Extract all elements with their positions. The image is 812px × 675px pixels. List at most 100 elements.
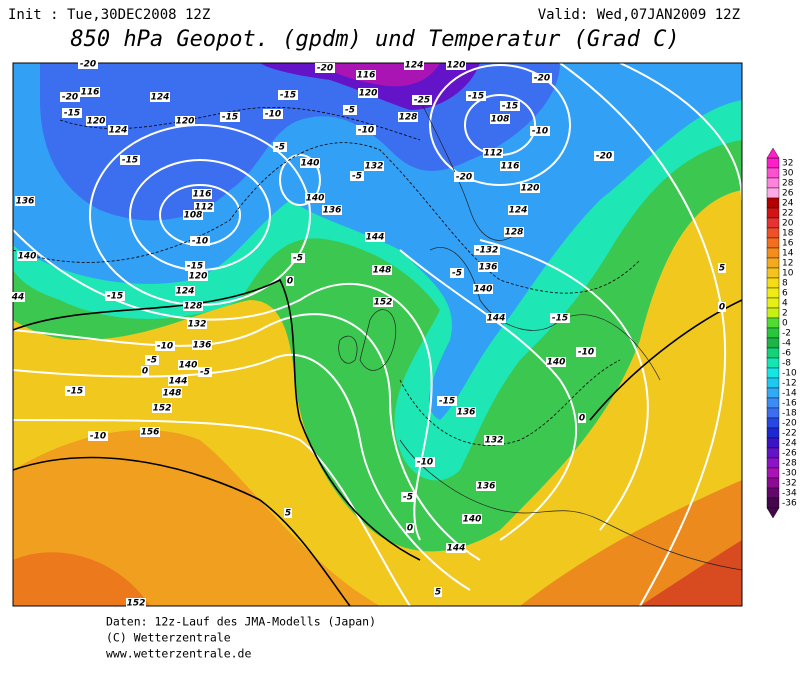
map-label-box [490,114,510,124]
warm-area [520,480,742,606]
colorbar-band [766,207,780,219]
colorbar-arrow [766,147,780,159]
map-title: 850 hPa Geopot. (gpdm) und Temperatur (G… [70,27,679,52]
colorbar-band [766,197,780,209]
map-label: -15 [122,156,138,166]
map-label: 116 [81,88,100,98]
colorbar-band [766,337,780,349]
colorbar-band [766,167,780,179]
map-label: -15 [280,91,296,101]
map-label-box [500,101,520,111]
map-label-box [126,598,146,608]
geopotential-contours [13,63,742,606]
map-label: -10 [265,110,281,120]
colorbar-band [766,297,780,309]
valid-time: Valid: Wed,07JAN2009 12Z [538,7,740,23]
map-label: 148 [163,389,182,399]
colorbar-band [766,227,780,239]
map-label: 144 [487,314,506,324]
map-label-box [718,302,726,312]
colorbar-band [766,447,780,459]
colorbar-band [766,417,780,429]
colorbar-band [766,467,780,479]
colorbar-band [766,497,780,509]
map-label: 128 [184,302,203,312]
map-label: 124 [509,206,528,216]
colorbar-band [766,277,780,289]
colorbar-label: -14 [782,389,797,399]
colorbar-label: 12 [782,259,793,269]
colorbar-label: 10 [782,269,794,279]
map-label-box [532,73,552,83]
map-label-box [185,261,205,271]
colorbar-band [766,437,780,449]
colorbar-band [766,157,780,169]
map-label-box [356,125,376,135]
map-label-box [183,301,203,311]
warm-area [13,430,380,606]
colorbar: 32302826242220181614121086420-2-4-6-8-10… [766,147,797,519]
footer-line: (C) Wetterzentrale [106,631,231,645]
colorbar-band [766,347,780,359]
map-label: 132 [188,320,207,330]
map-label: -10 [192,237,208,247]
colorbar-label: 6 [782,289,788,299]
map-label-box [65,386,85,396]
colorbar-band [766,407,780,419]
map-label: -10 [157,342,173,352]
colorbar-label: -30 [782,469,797,479]
colorbar-band [766,357,780,369]
map-label-box [140,427,160,437]
map-label-box [278,90,298,100]
map-label: 144 [169,377,188,387]
map-label-box [105,291,125,301]
map-label: -25 [414,96,430,106]
map-label-box [398,112,418,122]
coastlines [338,99,742,571]
map-label-box [11,292,25,302]
init-time: Init : Tue,30DEC2008 12Z [8,7,210,23]
colorbar-band [766,387,780,399]
colorbar-band [766,267,780,279]
map-label: -5 [275,143,285,153]
footer-line: www.wetterzentrale.de [106,647,251,661]
map-label-box [486,313,506,323]
map-label-box [484,435,504,445]
colorbar-band [766,287,780,299]
colorbar-label: 18 [782,229,794,239]
map-label: 152 [374,298,393,308]
colorbar-label: 2 [782,309,788,319]
map-label: 140 [179,361,198,371]
map-label-box [108,125,128,135]
map-label: 116 [193,190,212,200]
map-label: 140 [463,515,482,525]
map-label: 140 [547,358,566,368]
map-label: 120 [189,272,208,282]
map-label-box [273,142,287,152]
map-label: 124 [151,93,170,103]
map-label-box [406,523,414,533]
map-label-box [356,70,376,80]
map-label: -5 [293,254,303,264]
map-label: -15 [468,92,484,102]
map-label-box [401,492,415,502]
colorbar-label: -36 [782,499,797,509]
colorbar-band [766,247,780,259]
map-label-box [15,196,35,206]
colorbar-label: -28 [782,459,797,469]
map-label-box [300,158,320,168]
map-label: -20 [80,60,96,70]
map-label: 152 [127,599,146,609]
map-label-box [315,63,335,73]
map-label-box [322,205,342,215]
map-label: -15 [552,314,568,324]
colorbar-label: -18 [782,409,797,419]
colorbar-band [766,327,780,339]
map-label: -10 [358,126,374,136]
colorbar-band [766,397,780,409]
map-label: 0 [287,277,293,287]
map-label-box [476,481,496,491]
map-label-box [192,189,212,199]
colorbar-band [766,177,780,189]
